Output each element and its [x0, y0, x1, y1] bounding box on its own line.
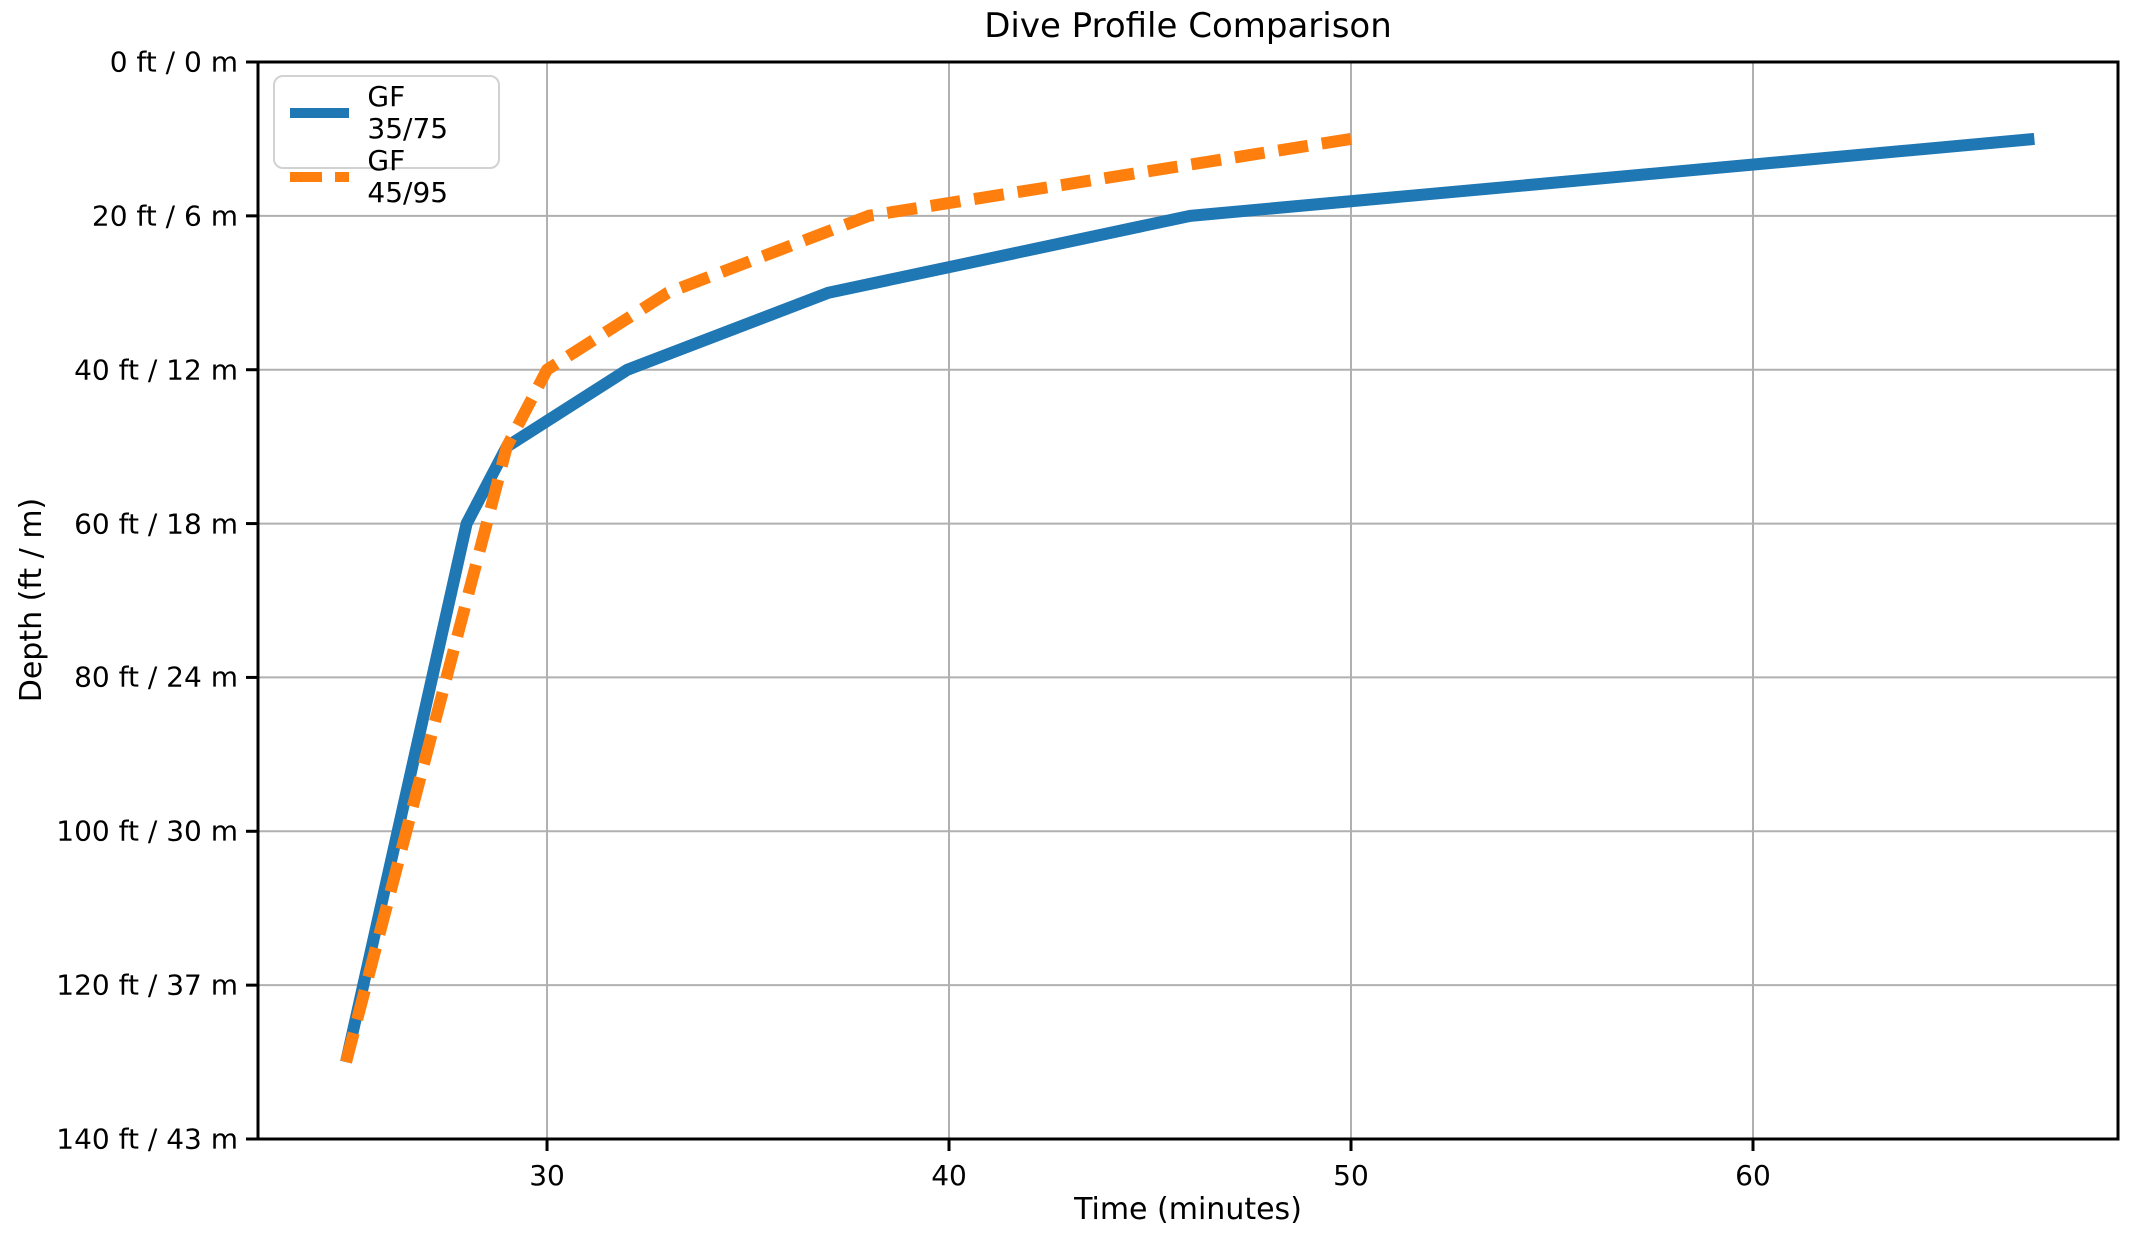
chart-title: Dive Profile Comparison [984, 6, 1392, 46]
legend-label: GF 35/75 [367, 80, 449, 145]
x-tick-label: 30 [529, 1159, 565, 1192]
legend-item-gf-45-95: GF 45/95 [289, 145, 484, 209]
y-tick-label: 80 ft / 24 m [74, 660, 238, 694]
y-tick-label: 40 ft / 12 m [74, 353, 238, 387]
legend-label: GF 45/95 [367, 144, 449, 209]
legend-line-swatch-solid [290, 108, 350, 118]
y-tick-label: 120 ft / 37 m [56, 968, 238, 1002]
x-tick-label: 40 [931, 1159, 967, 1192]
axes-spines [256, 60, 2120, 1141]
x-tick-label: 60 [1735, 1159, 1771, 1192]
series-line-gf-35-75 [340, 132, 2035, 1064]
y-axis-label: Depth (ft / m) [14, 497, 49, 703]
y-tick-label: 20 ft / 6 m [91, 199, 238, 233]
y-tick-label: 140 ft / 43 m [56, 1122, 238, 1156]
legend-item-gf-35-75: GF 35/75 [289, 81, 484, 145]
x-axis-label: Time (minutes) [1074, 1192, 1302, 1227]
y-tick-label: 60 ft / 18 m [74, 507, 238, 541]
legend-line-swatch-dashed [290, 172, 350, 182]
y-tick-label: 100 ft / 30 m [56, 814, 238, 848]
x-tick-label: 50 [1333, 1159, 1369, 1192]
series-line-gf-45-95 [340, 133, 1352, 1064]
legend: GF 35/75 GF 45/95 [273, 75, 500, 209]
y-tick-label: 0 ft / 0 m [109, 45, 238, 79]
